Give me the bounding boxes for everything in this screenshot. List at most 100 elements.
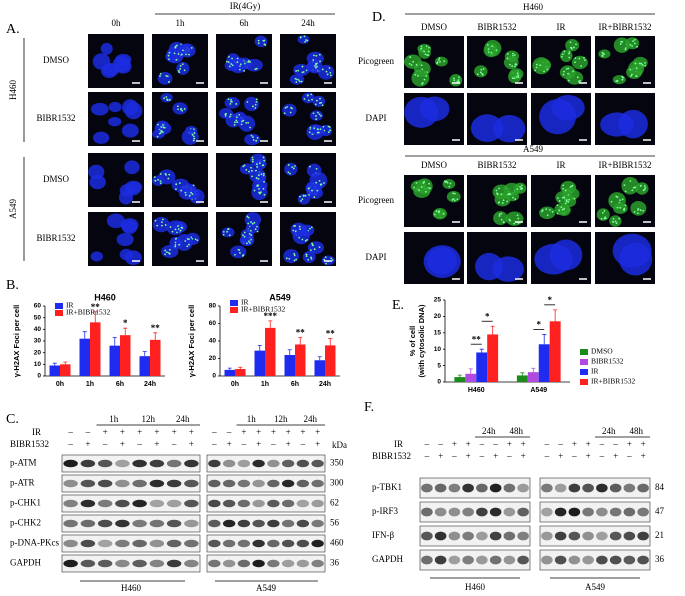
focus xyxy=(515,63,518,66)
y-tick-label: 15 xyxy=(434,330,442,337)
focus xyxy=(163,97,166,100)
blot-band xyxy=(208,459,221,468)
nucleus xyxy=(301,92,315,104)
focus xyxy=(316,99,318,102)
blot-band xyxy=(166,459,182,468)
focus xyxy=(193,137,196,140)
error-bar-line xyxy=(553,309,558,322)
focus xyxy=(308,165,311,168)
micrograph xyxy=(88,212,144,266)
legend-swatch xyxy=(580,349,588,355)
focus xyxy=(305,255,308,258)
blot-band xyxy=(568,555,581,565)
focus xyxy=(621,198,624,201)
error-bar-line xyxy=(112,337,117,346)
error-bar-line xyxy=(317,356,322,361)
focus xyxy=(452,192,454,195)
nucleus xyxy=(302,250,316,263)
focus xyxy=(634,186,637,189)
bar xyxy=(60,364,71,376)
nucleus xyxy=(493,211,508,226)
focus xyxy=(639,209,642,212)
lane-sign: + xyxy=(137,427,142,437)
focus xyxy=(166,251,168,254)
error-bar xyxy=(142,351,147,357)
focus xyxy=(226,60,228,63)
focus xyxy=(253,221,256,224)
row-label: p-IRF3 xyxy=(372,506,399,516)
lane-sign: – xyxy=(437,439,443,449)
blot-band xyxy=(252,519,265,528)
nucleus xyxy=(449,74,463,87)
focus xyxy=(255,100,258,103)
lane-sign: – xyxy=(492,439,498,449)
legend-label: IR+BIBR1532 xyxy=(66,308,110,317)
focus xyxy=(635,75,638,77)
blot-frame xyxy=(61,554,201,573)
cell-line-label: A549 xyxy=(585,582,605,592)
blot-band xyxy=(489,555,502,565)
focus xyxy=(318,180,321,182)
focus xyxy=(262,172,265,175)
nucleus xyxy=(563,195,577,208)
blot-band xyxy=(252,499,265,508)
row-label: GAPDH xyxy=(372,554,404,564)
focus xyxy=(243,164,246,167)
blot-band xyxy=(281,539,295,548)
focus xyxy=(520,186,522,189)
blot-band xyxy=(582,483,594,493)
focus xyxy=(262,174,265,177)
blot-band xyxy=(609,555,622,565)
focus xyxy=(643,184,646,187)
focus xyxy=(616,206,619,209)
blot-band xyxy=(281,559,295,568)
focus xyxy=(564,189,567,192)
focus xyxy=(256,137,259,139)
focus xyxy=(570,46,572,49)
focus xyxy=(509,63,511,66)
micrograph xyxy=(216,212,272,266)
focus xyxy=(250,134,253,137)
focus xyxy=(245,121,248,124)
focus xyxy=(428,46,430,49)
focus xyxy=(412,60,415,63)
blot-band xyxy=(623,507,636,517)
focus xyxy=(619,43,622,45)
blot-frame xyxy=(539,549,651,571)
blot-band xyxy=(311,559,324,568)
error-bar xyxy=(542,334,547,345)
lane-sign: + xyxy=(613,451,618,461)
micrograph xyxy=(216,34,272,88)
focus xyxy=(630,75,632,77)
column-label: 6h xyxy=(240,18,250,28)
focus xyxy=(636,45,638,48)
blot-frame xyxy=(61,514,201,533)
focus xyxy=(180,189,183,192)
nucleus xyxy=(534,243,573,275)
focus xyxy=(545,208,548,211)
lane-sign: – xyxy=(506,451,512,461)
blot-band xyxy=(623,483,636,493)
focus xyxy=(546,214,549,217)
bar xyxy=(79,338,90,376)
focus xyxy=(255,169,257,172)
focus xyxy=(285,257,288,260)
blot-band xyxy=(237,459,251,468)
error-bar-line xyxy=(142,351,147,357)
nucleus xyxy=(179,43,196,58)
focus xyxy=(179,182,181,185)
blot-band xyxy=(489,531,502,541)
focus xyxy=(420,47,422,50)
blot-band xyxy=(568,507,581,517)
blot-band xyxy=(80,539,96,548)
nucleus xyxy=(474,65,488,78)
focus xyxy=(324,256,327,259)
nucleus xyxy=(224,97,240,109)
cell-line-label: A549 xyxy=(523,144,543,154)
blot-band xyxy=(296,479,310,488)
blot-band xyxy=(149,459,165,468)
blot-band xyxy=(623,531,636,541)
lane-sign: – xyxy=(226,427,232,437)
blot-band xyxy=(568,531,581,541)
focus xyxy=(177,108,179,111)
